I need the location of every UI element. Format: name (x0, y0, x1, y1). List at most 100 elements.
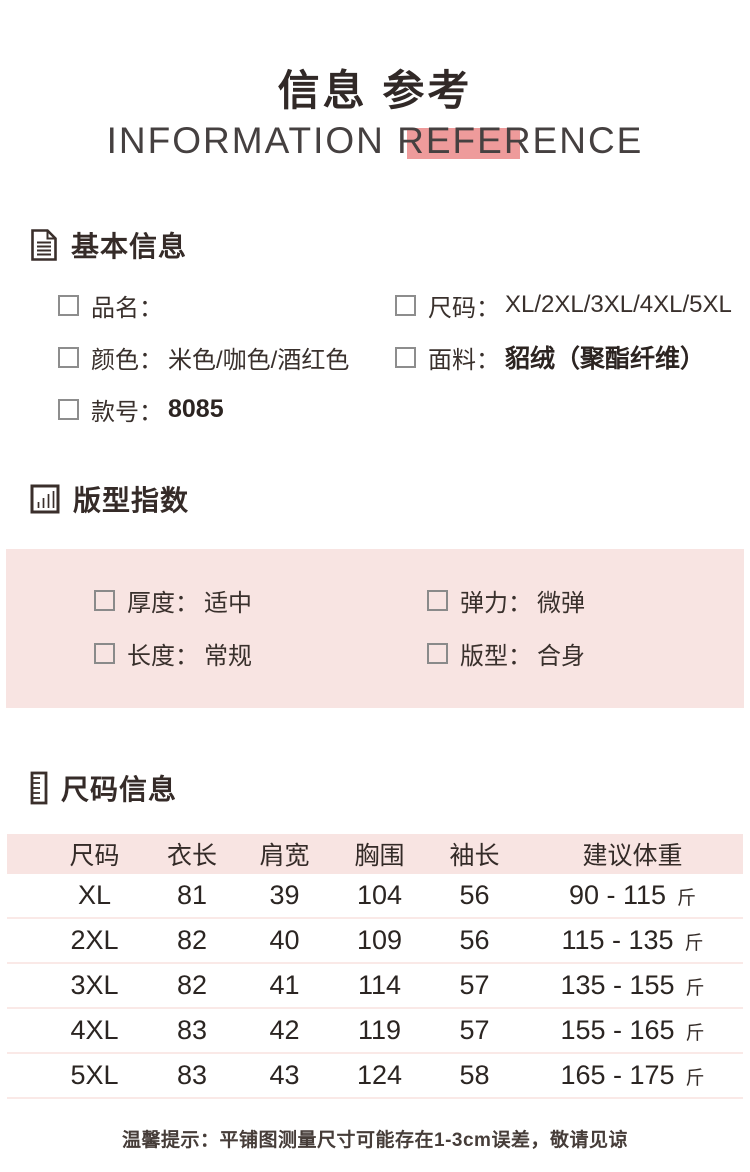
cell-shoulder: 39 (269, 880, 300, 910)
cell-size: 3XL (70, 970, 119, 1000)
cell-length: 83 (176, 1060, 208, 1090)
cell-sleeve: 56 (459, 880, 490, 910)
page-subtitle-text: INFORMATION REFERENCE (106, 120, 644, 161)
basic-info-left-column: 品名： 颜色： 米色/咖色/酒红色 款号： 8085 (58, 279, 395, 435)
info-item-product-name: 品名： (58, 279, 395, 331)
cell-sleeve: 58 (459, 1060, 490, 1090)
ruler-icon (30, 771, 48, 805)
fit-item-thickness: 厚度： 适中 (94, 574, 427, 627)
info-label: 品名： (91, 294, 163, 322)
measurement-disclaimer: 温馨提示：平铺图测量尺寸可能存在1-3cm误差，敬请见谅 (122, 1130, 628, 1151)
checkbox-icon (94, 643, 115, 664)
cell-weight: 155 - 165 斤 (522, 1015, 743, 1046)
fit-index-panel: 厚度： 适中 弹力： 微弹 长度： 常规 版型： 合身 (6, 549, 744, 708)
checkbox-icon (427, 590, 448, 611)
weight-unit: 斤 (685, 1023, 705, 1044)
table-row: 4XL 83 42 119 57 155 - 165 斤 (7, 1009, 743, 1054)
fit-value: 适中 (204, 590, 252, 617)
page-subtitle: INFORMATION REFERENCE (107, 119, 644, 163)
checkbox-icon (395, 294, 416, 316)
info-value: 米色/咖色/酒红色 (168, 346, 350, 374)
basic-info-header: 基本信息 (0, 225, 750, 265)
cell-size: 4XL (70, 1015, 119, 1045)
page-title: 信息 参考 (277, 67, 473, 114)
size-info-section: 尺码信息 尺码 衣长 肩宽 胸围 袖长 建议体重 XL 81 39 104 56… (0, 768, 750, 1099)
subtitle-highlight (407, 128, 520, 159)
cell-bust: 114 (357, 970, 402, 1000)
cell-sleeve: 57 (459, 970, 490, 1000)
cell-shoulder: 41 (269, 970, 300, 1000)
info-item-size-range: 尺码： XL/2XL/3XL/4XL/5XL (395, 279, 750, 331)
fit-label: 长度： (127, 643, 199, 670)
info-label: 尺码： (428, 294, 500, 322)
fit-item-length: 长度： 常规 (94, 627, 427, 680)
fit-value: 合身 (537, 643, 585, 670)
basic-info-right-column: 尺码： XL/2XL/3XL/4XL/5XL 面料： 貂绒（聚酯纤维） (395, 279, 750, 435)
fit-label: 弹力： (460, 590, 532, 617)
weight-range: 115 - 135 (561, 925, 674, 955)
info-label: 款号： (91, 398, 163, 426)
cell-shoulder: 43 (269, 1060, 300, 1090)
cell-size: 2XL (70, 925, 119, 955)
size-info-header: 尺码信息 (0, 768, 750, 808)
checkbox-icon (58, 346, 79, 368)
basic-info-section: 基本信息 品名： 颜色： 米色/咖色/酒红色 款号： 8085 (0, 225, 750, 435)
page-header: 信息 参考 INFORMATION REFERENCE (0, 0, 750, 163)
fit-label: 版型： (460, 643, 532, 670)
cell-bust: 104 (356, 880, 403, 910)
size-table: 尺码 衣长 肩宽 胸围 袖长 建议体重 XL 81 39 104 56 90 -… (7, 834, 743, 1099)
fit-value: 微弹 (537, 590, 585, 617)
info-value: XL/2XL/3XL/4XL/5XL (505, 291, 732, 318)
fit-item-stretch: 弹力： 微弹 (427, 574, 744, 627)
cell-weight: 90 - 115 斤 (522, 880, 743, 911)
info-item-style-number: 款号： 8085 (58, 383, 395, 435)
basic-info-title: 基本信息 (71, 231, 188, 262)
table-row: 2XL 82 40 109 56 115 - 135 斤 (7, 919, 743, 964)
weight-unit: 斤 (677, 888, 697, 909)
col-header-size: 尺码 (69, 842, 120, 870)
col-header-shoulder: 肩宽 (259, 842, 310, 870)
cell-length: 82 (176, 970, 208, 1000)
col-header-sleeve: 袖长 (449, 842, 500, 870)
weight-range: 165 - 175 (560, 1060, 675, 1090)
col-header-bust: 胸围 (354, 842, 405, 870)
weight-range: 90 - 115 (568, 880, 667, 910)
info-item-color: 颜色： 米色/咖色/酒红色 (58, 331, 395, 383)
cell-weight: 135 - 155 斤 (522, 970, 743, 1001)
checkbox-icon (94, 590, 115, 611)
info-label: 颜色： (91, 346, 163, 374)
fit-label: 厚度： (127, 590, 199, 617)
fit-index-section: 版型指数 厚度： 适中 弹力： 微弹 长度： 常规 版型： 合身 (0, 479, 750, 708)
cell-size: 5XL (70, 1060, 119, 1090)
weight-unit: 斤 (685, 1068, 705, 1089)
cell-shoulder: 40 (269, 925, 300, 955)
info-label: 面料： (428, 346, 500, 374)
checkbox-icon (58, 294, 79, 316)
cell-bust: 119 (357, 1015, 402, 1045)
table-row: 5XL 83 43 124 58 165 - 175 斤 (7, 1054, 743, 1099)
weight-unit: 斤 (685, 978, 705, 999)
weight-range: 155 - 165 (560, 1015, 675, 1045)
info-value: 8085 (168, 394, 224, 423)
cell-size: XL (77, 880, 112, 910)
cell-weight: 165 - 175 斤 (522, 1060, 743, 1091)
weight-unit: 斤 (684, 933, 704, 954)
cell-length: 81 (176, 880, 208, 910)
basic-info-grid: 品名： 颜色： 米色/咖色/酒红色 款号： 8085 尺码： (0, 279, 750, 435)
cell-weight: 115 - 135 斤 (522, 925, 743, 956)
cell-sleeve: 57 (459, 1015, 490, 1045)
cell-shoulder: 42 (269, 1015, 300, 1045)
fit-value: 常规 (204, 643, 252, 670)
fit-item-cut: 版型： 合身 (427, 627, 744, 680)
fit-index-title: 版型指数 (73, 485, 190, 516)
info-value: 貂绒（聚酯纤维） (505, 345, 706, 373)
size-info-title: 尺码信息 (61, 774, 178, 805)
col-header-length: 衣长 (166, 842, 217, 870)
table-row: 3XL 82 41 114 57 135 - 155 斤 (7, 964, 743, 1009)
cell-length: 83 (176, 1015, 208, 1045)
document-icon (30, 229, 58, 261)
cell-bust: 124 (356, 1060, 403, 1090)
info-item-fabric: 面料： 貂绒（聚酯纤维） (395, 331, 750, 383)
table-row: XL 81 39 104 56 90 - 115 斤 (7, 874, 743, 919)
